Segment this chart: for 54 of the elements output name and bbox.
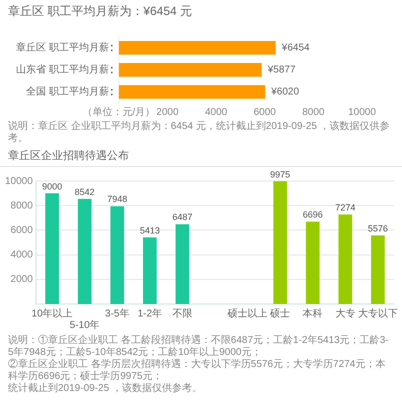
x-tick-label: 大专以下: [358, 308, 398, 320]
y-tick-label: 2000: [10, 274, 34, 286]
bar: [110, 206, 124, 304]
data-label: 5576: [368, 223, 388, 234]
text: 说明：①章丘区企业职工 各工龄段招聘待遇：不限6487元；工龄1-2年5413元；工龄3-5年7948元；工龄5-10年8542元；工龄10年以上9000元；: [7, 335, 390, 358]
x-tick-label: （单位：元/月）: [82, 106, 156, 118]
x-tick-label: 4000: [204, 106, 228, 118]
bar: [118, 40, 276, 55]
x-tick-label: 10年以上: [32, 308, 73, 320]
chart-title: 章丘区 职工平均月薪为：¥6454 元: [7, 3, 194, 20]
data-label: 9000: [42, 181, 62, 192]
x-tick-label: 10000: [348, 106, 376, 118]
x-tick-label: 1-2年: [138, 308, 162, 320]
y-tick-label: 6000: [10, 224, 34, 236]
x-tick-label: 2000: [156, 106, 179, 118]
text: 统计截止到2019-09-25 ，该数据仅供参考。: [7, 383, 203, 395]
y-tick-label: 山东省 职工平均月薪: [16, 64, 109, 76]
bar: [118, 85, 266, 99]
x-tick-label: 6000: [254, 106, 276, 118]
text: 说明：章丘区 企业职工平均月薪为：6454 元，统计截止到2019-09-25 ，该数据仅供参考。: [7, 121, 391, 145]
chart-title: 章丘区企业招聘待遇公布: [0, 145, 402, 167]
data-label: ¥6020: [270, 86, 300, 98]
bar: [78, 198, 92, 304]
y-tick-label: 全国 职工平均月薪: [26, 86, 109, 98]
data-label: 9975: [270, 169, 290, 180]
x-tick-label: 5-10年: [70, 319, 100, 331]
text: ②章丘区企业职工 各学历层次招聘待遇：大专以下学历5576元；大专学历7274元；本科学历6696元；硕士学历9975元；: [7, 359, 386, 382]
data-label: 5413: [140, 225, 160, 236]
bar: [143, 237, 157, 304]
bar: [118, 63, 262, 77]
x-tick-label: 3-5年: [105, 308, 130, 320]
data-label: ¥5877: [266, 64, 296, 76]
bar: [45, 193, 59, 304]
y-tick-label: 章丘区 职工平均月薪: [16, 42, 109, 54]
bar: [273, 181, 288, 304]
y-tick-label: 4000: [10, 250, 34, 261]
x-tick-label: 硕士: [269, 308, 290, 320]
x-tick-label: 大专: [335, 308, 356, 320]
bar: [306, 222, 320, 304]
bar: [176, 224, 190, 304]
data-label: 6696: [302, 210, 323, 220]
data-label: 7948: [107, 194, 128, 204]
y-tick-label: 8000: [10, 200, 34, 212]
bar: [338, 214, 352, 304]
data-label: ¥6454: [280, 42, 310, 54]
data-label: 8542: [74, 186, 95, 197]
x-tick-label: 8000: [302, 106, 325, 118]
data-label: 6487: [172, 212, 192, 222]
bar: [371, 235, 385, 304]
y-tick-label: 10000: [4, 176, 34, 187]
data-label: 7274: [335, 202, 356, 213]
x-tick-label: 本科: [302, 308, 323, 320]
x-tick-label: 不限: [172, 308, 192, 320]
x-tick-label: 硕士以上: [226, 308, 268, 320]
